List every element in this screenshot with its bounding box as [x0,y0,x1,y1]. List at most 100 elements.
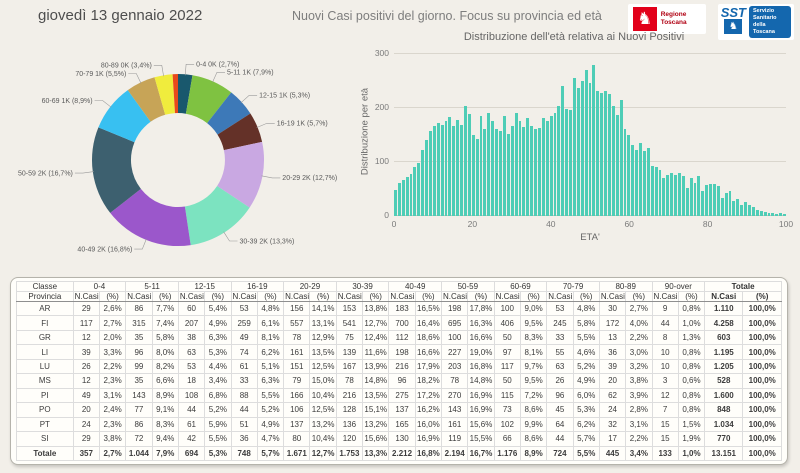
table-cell[interactable]: 3,4% [204,373,232,389]
histogram-bar[interactable] [506,133,510,216]
histogram-bar[interactable] [584,70,588,216]
table-cell[interactable]: 541 [335,315,364,331]
table-cell[interactable]: 4,9% [256,416,285,433]
table-cell[interactable]: 10,4% [309,431,337,447]
table-cell[interactable]: 2,8% [625,402,653,418]
table-cell[interactable]: 6,3% [204,329,232,346]
histogram-bar[interactable] [716,186,720,216]
table-cell[interactable]: 13,8% [362,300,390,317]
table-cell[interactable]: 106 [283,402,311,418]
histogram-bar[interactable] [549,115,553,216]
table-cell[interactable]: 694 [177,445,206,462]
histogram-bar[interactable] [537,128,541,216]
table-cell[interactable]: 2,6% [98,300,127,317]
table-cell[interactable]: 108 [177,387,206,404]
table-cell[interactable]: 7 [651,402,679,418]
table-cell[interactable]: 8,0% [151,344,179,360]
table-cell[interactable]: 8 [651,329,679,346]
table-cell[interactable]: 20 [598,373,627,389]
table-cell[interactable]: 35 [125,373,153,389]
table-row-Totale[interactable]: Totale 357 2,7% 1.044 7,9% 694 5,3% 748 5,7% 1.67… [16,445,782,462]
table-subheader-ncasi[interactable]: N.Casi [72,291,100,302]
table-cell[interactable]: 16,9% [467,402,495,418]
table-row-label[interactable]: Totale [16,445,74,462]
histogram-bar[interactable] [720,198,724,216]
table-subheader-ncasi[interactable]: N.Casi [335,291,364,302]
table-cell[interactable]: 2,3% [98,373,127,389]
table-cell[interactable]: 5,5% [256,387,285,404]
table-cell[interactable]: 80 [283,431,311,447]
histogram-bar[interactable] [518,120,522,216]
table-cell[interactable]: 55 [546,344,574,360]
table-cell[interactable]: 3,0% [625,344,653,360]
table-cell[interactable]: 17,2% [414,387,443,404]
table-subheader-ncasi[interactable]: N.Casi [388,291,416,302]
histogram-bar[interactable] [744,201,748,216]
histogram-bar[interactable] [759,210,763,216]
histogram-bar[interactable] [681,175,685,216]
histogram-bar[interactable] [650,166,654,216]
table-cell[interactable]: 16,7% [467,445,495,462]
table-cell[interactable]: 128 [335,402,364,418]
table-cell[interactable]: 3,1% [98,387,127,404]
table-cell[interactable]: 3,2% [625,358,653,375]
histogram-bar[interactable] [639,142,642,216]
histogram-bar[interactable] [607,93,611,216]
histogram-bar[interactable] [448,116,452,216]
table-cell[interactable]: 42 [177,431,206,447]
table-cell[interactable]: 12,9% [309,329,337,346]
table-cell[interactable]: 62 [598,387,627,404]
table-cell[interactable]: 5,8% [151,329,179,346]
table-cell[interactable]: 1.205 [704,358,744,375]
table-cell[interactable]: 44 [546,431,574,447]
table-cell[interactable]: 7,2% [519,387,548,404]
table-cell[interactable]: 161 [283,344,311,360]
table-cell[interactable]: 12,7% [309,445,337,462]
table-cell[interactable]: 216 [388,358,416,375]
table-class-header-Totale[interactable]: Totale [704,281,782,292]
table-cell[interactable]: 45 [546,402,574,418]
histogram-bar[interactable] [522,127,526,216]
table-cell[interactable]: 770 [704,431,744,447]
table-cell[interactable]: 1,9% [677,431,706,447]
table-cell[interactable]: 20 [72,402,100,418]
table-subheader-ncasi[interactable]: N.Casi [230,291,258,302]
table-cell[interactable]: 36 [598,344,627,360]
table-cell[interactable]: 198 [388,344,416,360]
table-cell[interactable]: 2,2% [625,329,653,346]
table-row-LI[interactable]: LI 39 3,3% 96 8,0% 63 5,3% 74 6,2% 161 13,5% 139 11,… [16,344,782,360]
table-cell[interactable]: 72 [125,431,153,447]
table-cell[interactable]: 100 [493,300,521,317]
table-cell[interactable]: 12,7% [362,315,390,331]
table-cell[interactable]: 8,9% [519,445,548,462]
donut-slice-20-29[interactable] [217,141,265,208]
histogram-bar[interactable] [604,90,607,216]
table-cell[interactable]: 102 [493,416,521,433]
table-cell[interactable]: 700 [388,315,416,331]
table-cell[interactable]: 16,2% [414,402,443,418]
histogram-bar[interactable] [736,199,740,216]
table-cell[interactable]: 24 [598,402,627,418]
table-cell[interactable]: 133 [651,445,679,462]
table-cell[interactable]: 4,9% [204,315,232,331]
histogram-bar[interactable] [596,90,600,216]
table-cell[interactable]: 10 [651,344,679,360]
table-cell[interactable]: 8,3% [151,416,179,433]
table-cell[interactable]: 2,4% [98,402,127,418]
histogram-bar[interactable] [526,117,530,216]
table-cell[interactable]: 13 [598,329,627,346]
table-cell[interactable]: 0,8% [677,344,706,360]
table-cell[interactable]: 12,4% [362,329,390,346]
table-cell[interactable]: 5,2% [572,358,600,375]
table-cell[interactable]: 16,3% [467,315,495,331]
table-cell[interactable]: 33 [230,373,258,389]
table-row-label[interactable]: PI [16,387,74,404]
table-cell[interactable]: 117 [72,315,100,331]
histogram-bar[interactable] [693,182,697,216]
table-cell[interactable]: 136 [335,416,364,433]
histogram-bar[interactable] [678,172,681,216]
histogram-bar[interactable] [576,87,580,216]
histogram-bar[interactable] [436,123,440,216]
table-cell[interactable]: 6,8% [204,387,232,404]
table-row-MS[interactable]: MS 12 2,3% 35 6,6% 18 3,4% 33 6,3% 79 15,0% 78 14,8%… [16,373,782,389]
